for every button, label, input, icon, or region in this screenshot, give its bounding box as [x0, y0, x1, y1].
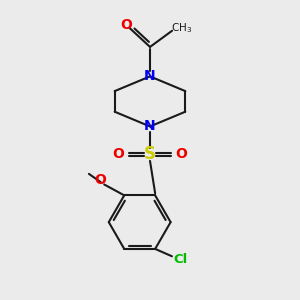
Text: Cl: Cl: [174, 253, 188, 266]
Text: CH$_3$: CH$_3$: [171, 22, 192, 35]
Text: S: S: [144, 146, 156, 164]
Text: N: N: [144, 119, 156, 134]
Text: O: O: [95, 173, 106, 187]
Text: O: O: [176, 147, 188, 161]
Text: O: O: [120, 18, 132, 32]
Text: O: O: [112, 147, 124, 161]
Text: N: N: [144, 69, 156, 83]
